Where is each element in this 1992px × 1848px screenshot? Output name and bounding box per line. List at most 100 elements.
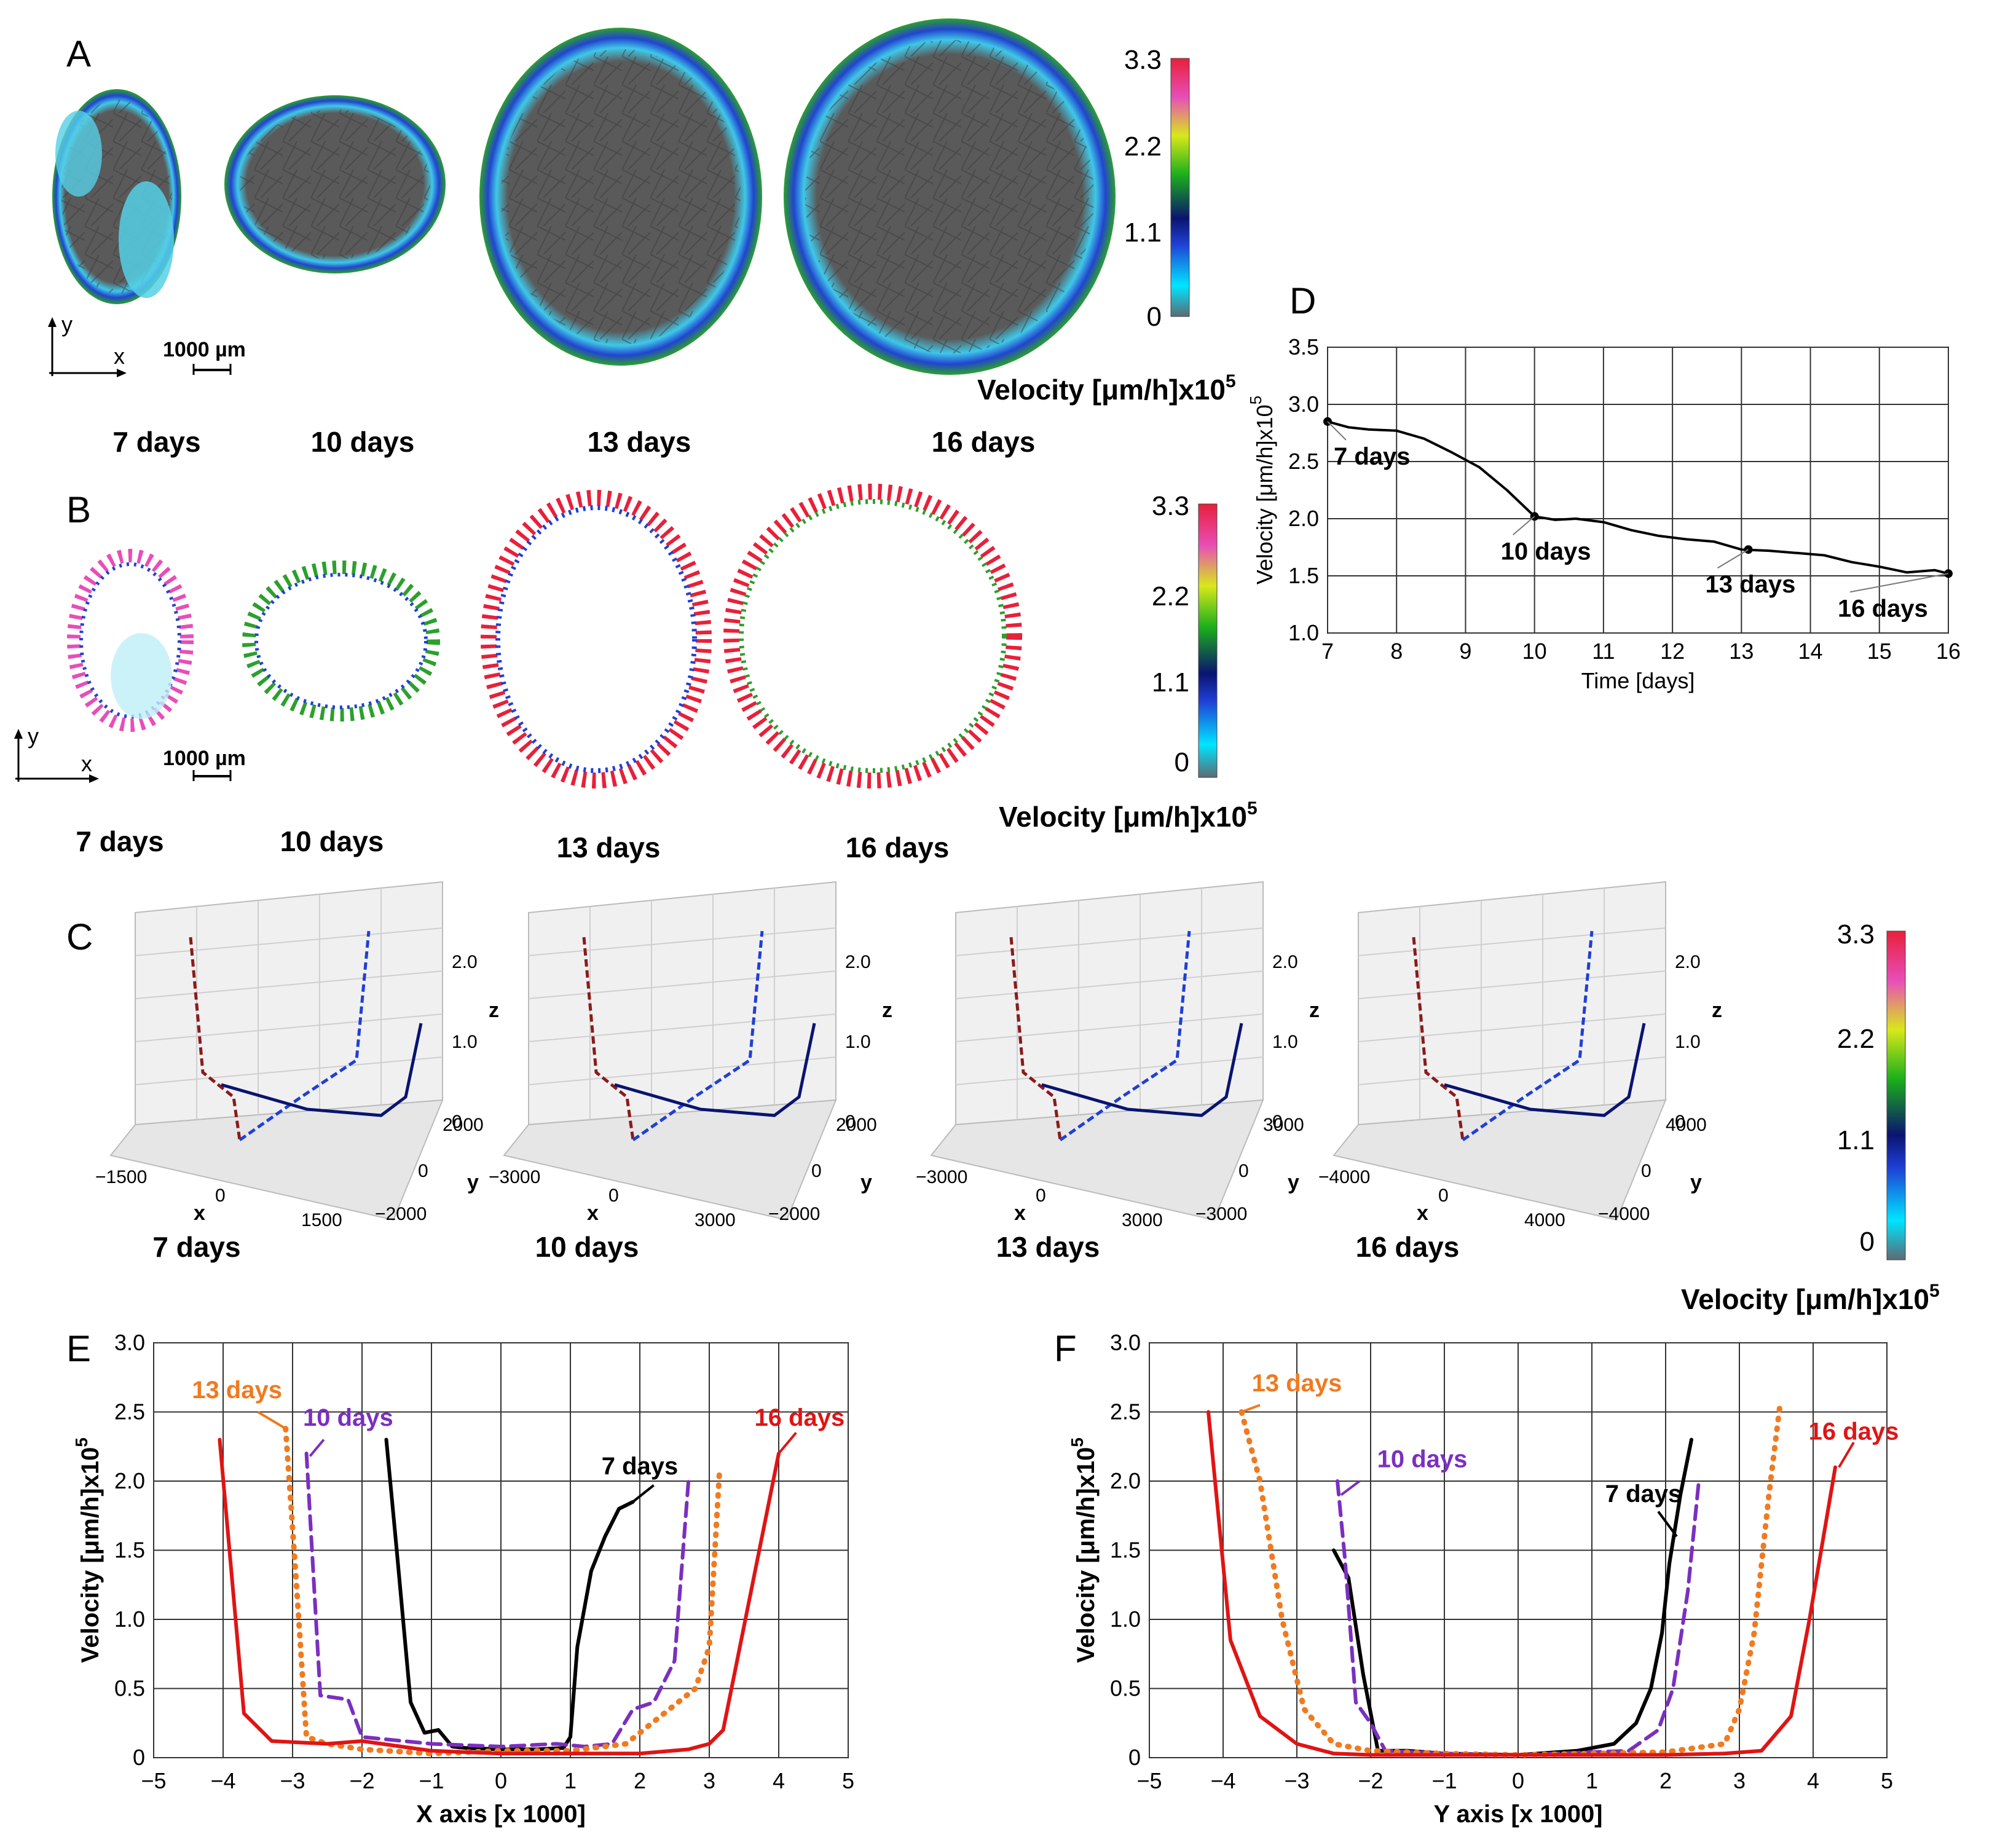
day-label-c-13: 13 days [996, 1231, 1100, 1263]
colorbar-a-tick-1: 2.2 [1124, 132, 1162, 162]
annotation-arrow [309, 1439, 325, 1457]
series-line-7-days [384, 1437, 635, 1752]
annotation-label: 7 days [1605, 1480, 1682, 1508]
day-label-b-7: 7 days [76, 825, 163, 857]
x-axis-label: x [1014, 1201, 1026, 1225]
colorbar-c: 3.3 2.2 1.1 0 Velocity [μm/h]x105 [1681, 919, 1940, 1315]
y-axis-label-exp: 5 [72, 1437, 91, 1447]
plot3d-floor [1333, 1099, 1667, 1221]
y-tick-label: 2000 [443, 1115, 484, 1135]
annotation-leader [1717, 549, 1749, 569]
x-tick-label: −5 [141, 1768, 166, 1793]
z-tick-label: 0 [1675, 1112, 1685, 1132]
plot3d-back-wall [1358, 881, 1666, 1126]
chart-e: −5 −4 −3 −2 −1 0 1 2 3 4 5 0 0.5 1.0 1.5 2.0 2.5 3.0 X axi… [72, 1330, 854, 1828]
annotation-arrow [1838, 1441, 1855, 1468]
plot3d-grid [1358, 970, 1666, 999]
series-line-10-days [304, 1452, 691, 1748]
annotation-label: 10 days [1377, 1446, 1468, 1473]
panel-letter-b: B [66, 489, 91, 530]
x-tick-label: 0 [215, 1185, 226, 1206]
x-tick-label: 12 [1660, 639, 1685, 664]
plot3d-trace-bottom [1444, 1023, 1646, 1117]
cell-a-7days [52, 89, 181, 304]
colorbar-c-label: Velocity [μm/h]x105 [1681, 1281, 1940, 1315]
x-tick-label: 15 [1867, 639, 1892, 664]
annotation-label: 16 days [1809, 1418, 1899, 1445]
x-tick-label: 0 [1438, 1185, 1449, 1206]
z-tick-label: 1.0 [452, 1032, 478, 1052]
x-tick-label: 10 [1522, 639, 1547, 664]
y-tick-label: 1.5 [114, 1538, 145, 1563]
series-line-16-days [218, 1437, 781, 1756]
y-tick-label: 2.5 [1110, 1399, 1141, 1425]
x-tick-label: 0 [495, 1768, 507, 1793]
axes-indicator-b: y x [14, 723, 99, 783]
day-label-c-10: 10 days [535, 1231, 639, 1263]
z-axis-label: z [882, 999, 892, 1022]
plot3d-trace-right [632, 930, 764, 1142]
scale-bar-label-a: 1000 µm [163, 338, 246, 361]
z-tick-label: 2.0 [845, 952, 871, 972]
plot3d-grid [1358, 1013, 1666, 1042]
plot3d-trace-right [1462, 930, 1594, 1142]
annotation-label: 13 days [1706, 571, 1796, 598]
plot3d-trace-bottom [614, 1023, 816, 1117]
y-tick-label: 0 [418, 1161, 428, 1181]
colorbar-a-label-text: Velocity [μm/h]x10 [977, 374, 1226, 406]
annotation-label: 16 days [755, 1404, 845, 1431]
plot3d-back-wall [135, 881, 443, 1126]
y-tick-label: 0 [1238, 1161, 1249, 1181]
x-axis-label: x [194, 1201, 205, 1225]
x-tick-label: −3000 [916, 1167, 967, 1187]
colorbar-c-label-exp: 5 [1929, 1281, 1940, 1301]
panel-letter-e: E [66, 1328, 91, 1369]
z-tick-label: 0 [1272, 1112, 1283, 1132]
colorbar-b-label-text: Velocity [μm/h]x10 [999, 801, 1247, 833]
panel-c-plots: 2.01.00z−150001500x20000−2000y2.01.00z−3… [95, 881, 1722, 1230]
colorbar-b-label-exp: 5 [1247, 798, 1258, 819]
x-tick-label: 14 [1798, 639, 1823, 664]
scale-bar-a: 1000 µm [163, 338, 246, 375]
axis-x-label-b: x [81, 751, 92, 776]
colorbar-c-label-text: Velocity [μm/h]x10 [1681, 1283, 1929, 1315]
plot3d-grid [955, 927, 1264, 956]
annotation-label: 7 days [602, 1453, 679, 1480]
plot3d-trace-bottom [1041, 1023, 1243, 1117]
y-tick-label: 3.0 [1110, 1330, 1141, 1355]
x-tick-label: 9 [1459, 639, 1471, 664]
panel-letter-a: A [66, 33, 91, 74]
plot3d-grid [528, 1056, 837, 1085]
cell-b-7days [67, 549, 194, 732]
plot3d-grid [955, 1013, 1264, 1042]
annotation-leader [1849, 573, 1949, 593]
panel-b: B y x 1000 µm [14, 484, 1022, 863]
y-tick-label: 2.0 [1110, 1468, 1141, 1493]
colorbar-b-tick-0: 3.3 [1152, 491, 1189, 521]
x-tick-label: 11 [1592, 639, 1615, 664]
series-line-velocity [1326, 420, 1950, 575]
x-tick-label: 0 [1512, 1768, 1524, 1793]
x-tick-label: −2 [1358, 1768, 1383, 1793]
plot3d-trace-left [1412, 937, 1465, 1141]
annotation-label: 13 days [192, 1377, 282, 1404]
chart-d: 7 8 9 10 11 12 13 14 15 16 1.0 1.5 2.0 2.5 3.0 3.5 Time … [1246, 334, 1961, 693]
plot3d-grid [528, 927, 837, 956]
colorbar-c-tick-0: 3.3 [1837, 919, 1875, 950]
panel-e: E −5 −4 −3 −2 −1 0 1 2 3 4 5 0 0.5 1.0 1.5 2.0 2.5 3.0 X a… [66, 1328, 854, 1828]
z-tick-label: 0 [845, 1112, 856, 1132]
day-label-c-7: 7 days [152, 1231, 240, 1263]
plot3d-trace-left [1009, 937, 1062, 1141]
plot3d-grid [135, 1056, 443, 1085]
y-tick-label: 1.5 [1288, 563, 1319, 588]
plot3d-grid [955, 1056, 1264, 1085]
plot3d-floor [930, 1099, 1264, 1221]
x-tick-label: 4000 [1524, 1210, 1565, 1230]
y-axis-label-exp: 5 [1068, 1437, 1087, 1447]
day-label-a-7: 7 days [112, 426, 200, 458]
y-axis-label: y [860, 1171, 872, 1194]
z-tick-label: 1.0 [845, 1032, 871, 1052]
